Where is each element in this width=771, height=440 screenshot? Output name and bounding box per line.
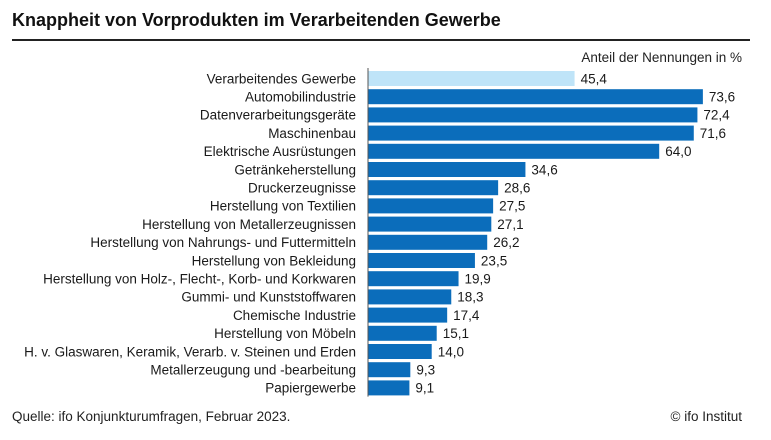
category-label: Herstellung von Holz-, Flecht-, Korb- un… <box>43 272 356 287</box>
bar <box>368 125 694 141</box>
value-label: 9,3 <box>416 363 435 378</box>
title-divider <box>12 39 750 41</box>
bar <box>368 307 448 323</box>
category-label: Maschinenbau <box>268 126 356 141</box>
value-label: 18,3 <box>457 290 483 305</box>
bar <box>368 89 703 105</box>
bar <box>368 234 488 250</box>
bar <box>368 362 411 378</box>
value-label: 26,2 <box>493 235 519 250</box>
unit-label: Anteil der Nennungen in % <box>581 50 742 65</box>
source-note: Quelle: ifo Konjunkturumfragen, Februar … <box>12 409 291 424</box>
category-label: Datenverarbeitungsgeräte <box>200 108 356 123</box>
value-label: 45,4 <box>581 71 608 86</box>
value-label: 15,1 <box>443 326 469 341</box>
category-label: Herstellung von Möbeln <box>214 326 356 341</box>
category-label: Chemische Industrie <box>233 308 356 323</box>
bar <box>368 289 452 305</box>
value-label: 14,0 <box>438 344 464 359</box>
value-label: 28,6 <box>504 181 530 196</box>
value-label: 72,4 <box>703 108 730 123</box>
category-label: Metallerzeugung und -bearbeitung <box>150 363 356 378</box>
category-label: Druckerzeugnisse <box>248 181 356 196</box>
value-label: 19,9 <box>465 272 491 287</box>
bar <box>368 107 698 123</box>
value-label: 23,5 <box>481 253 507 268</box>
category-label: Getränkeherstellung <box>234 162 356 177</box>
bar <box>368 344 432 359</box>
value-label: 71,6 <box>700 126 726 141</box>
value-label: 27,1 <box>497 217 523 232</box>
value-label: 34,6 <box>531 162 557 177</box>
category-label: Herstellung von Metallerzeugnissen <box>142 217 356 232</box>
category-label: H. v. Glaswaren, Keramik, Verarb. v. Ste… <box>24 344 356 359</box>
bar <box>368 216 492 232</box>
copyright-credit: © ifo Institut <box>670 409 742 424</box>
bar <box>368 162 526 177</box>
category-label: Papiergewerbe <box>265 381 356 396</box>
category-label: Herstellung von Bekleidung <box>192 253 356 268</box>
bar <box>368 253 475 268</box>
category-label: Gummi- und Kunststoffwaren <box>181 290 356 305</box>
value-label: 73,6 <box>709 90 735 105</box>
bar <box>368 380 410 396</box>
value-label: 27,5 <box>499 199 525 214</box>
value-label: 9,1 <box>415 381 434 396</box>
bar-highlight <box>368 71 575 86</box>
chart-title: Knappheit von Vorprodukten im Verarbeite… <box>12 10 501 30</box>
bar <box>368 180 499 196</box>
category-label: Elektrische Ausrüstungen <box>204 144 356 159</box>
bar <box>368 271 459 287</box>
category-label: Herstellung von Textilien <box>210 199 356 214</box>
category-label: Automobilindustrie <box>245 90 356 105</box>
bar <box>368 325 437 341</box>
value-label: 64,0 <box>665 144 691 159</box>
category-label: Herstellung von Nahrungs- und Futtermitt… <box>90 235 356 250</box>
value-label: 17,4 <box>453 308 480 323</box>
bar <box>368 143 660 159</box>
bar <box>368 198 494 214</box>
category-label: Verarbeitendes Gewerbe <box>207 71 356 86</box>
